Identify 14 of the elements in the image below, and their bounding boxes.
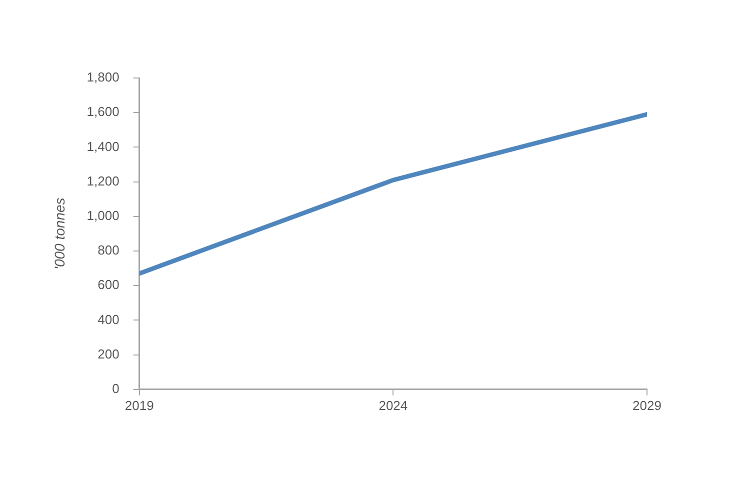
y-axis-title: '000 tonnes [51, 198, 68, 270]
y-tick-label: 1,400 [86, 138, 120, 154]
x-tick-label: 2029 [632, 398, 662, 413]
y-tick-label: 1,000 [86, 208, 120, 223]
y-tick-label: 1,200 [86, 173, 120, 188]
y-tick-label: 1,800 [86, 70, 120, 85]
x-tick-label: 2019 [124, 398, 154, 413]
y-tick-label: 1,600 [86, 104, 120, 120]
x-tick-label: 2024 [378, 398, 408, 413]
y-tick-label: 600 [98, 277, 120, 292]
y-tick-label: 400 [98, 312, 120, 327]
y-tick-label: 200 [98, 346, 120, 362]
y-tick-label: 800 [98, 242, 120, 258]
y-tick-label: 0 [112, 380, 120, 396]
